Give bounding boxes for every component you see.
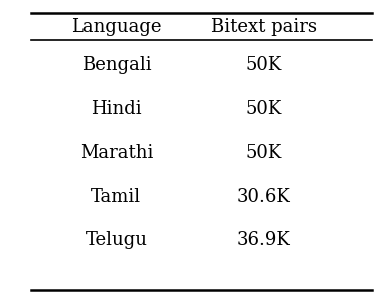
Text: Telugu: Telugu	[85, 231, 147, 249]
Text: Tamil: Tamil	[91, 188, 142, 205]
Text: Bitext pairs: Bitext pairs	[211, 18, 317, 36]
Text: Language: Language	[71, 18, 162, 36]
Text: 30.6K: 30.6K	[237, 188, 291, 205]
Text: Marathi: Marathi	[80, 144, 153, 162]
Text: Hindi: Hindi	[91, 100, 142, 118]
Text: 50K: 50K	[246, 100, 282, 118]
Text: Bengali: Bengali	[81, 56, 151, 74]
Text: 50K: 50K	[246, 56, 282, 74]
Text: 50K: 50K	[246, 144, 282, 162]
Text: 36.9K: 36.9K	[237, 231, 291, 249]
